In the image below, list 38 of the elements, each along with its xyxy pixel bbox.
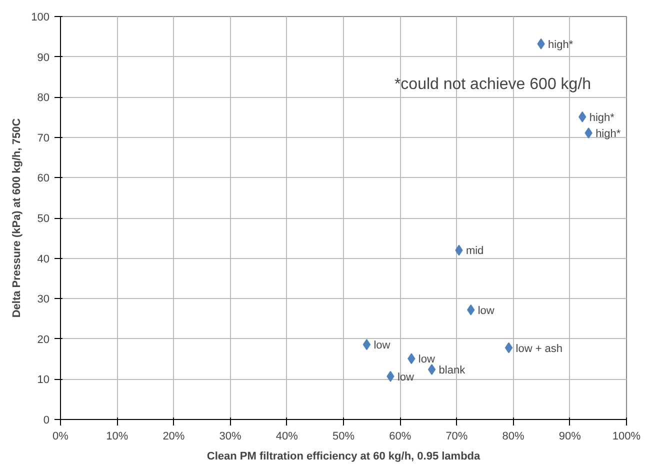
data-label: low: [478, 304, 494, 317]
y-tick-label: 90: [37, 52, 50, 64]
y-tick-label: 40: [37, 253, 50, 266]
point: [428, 364, 436, 376]
data-label: blank: [438, 364, 466, 377]
data-label: low + ash: [516, 342, 563, 355]
y-tick-label: 60: [37, 172, 50, 185]
x-tick-label: 10%: [106, 430, 128, 442]
y-tick-label: 50: [37, 213, 50, 225]
x-tick-label: 100%: [612, 430, 641, 442]
data-label: low: [397, 371, 414, 384]
y-tick-label: 10: [37, 374, 50, 386]
x-axis-title: Clean PM filtration efficiency at 60 kg/h, 0.95 lambda: [206, 450, 482, 462]
y-tick-label: 0: [43, 414, 50, 426]
x-tick-label: 60%: [389, 430, 412, 442]
data-label: high*: [596, 128, 622, 140]
x-tick-label: 0%: [52, 430, 69, 442]
y-tick-label: 30: [37, 294, 50, 306]
y-tick-label: 20: [37, 334, 50, 346]
data-label: high*: [589, 112, 616, 124]
data-label: low: [418, 354, 435, 366]
y-tick-label: 100: [31, 12, 50, 24]
data-label: mid: [466, 245, 484, 258]
data-label: high*: [548, 38, 574, 51]
x-tick-label: 50%: [332, 430, 355, 442]
annotation: *could not achieve 600 kg/h: [394, 76, 592, 94]
x-tick-label: 90%: [558, 430, 582, 442]
point: [504, 342, 513, 354]
x-tick-label: 70%: [446, 430, 468, 442]
data-label: low: [374, 340, 390, 352]
y-axis-title: Delta Pressure (kPa) at 600 kg/h, 750C: [11, 118, 24, 318]
x-tick-label: 40%: [276, 430, 298, 442]
point: [362, 339, 371, 350]
x-tick-label: 80%: [502, 430, 525, 442]
x-tick-label: 20%: [162, 430, 185, 442]
y-tick-label: 70: [37, 132, 50, 144]
y-tick-label: 80: [37, 92, 50, 104]
x-tick-label: 30%: [219, 430, 242, 442]
